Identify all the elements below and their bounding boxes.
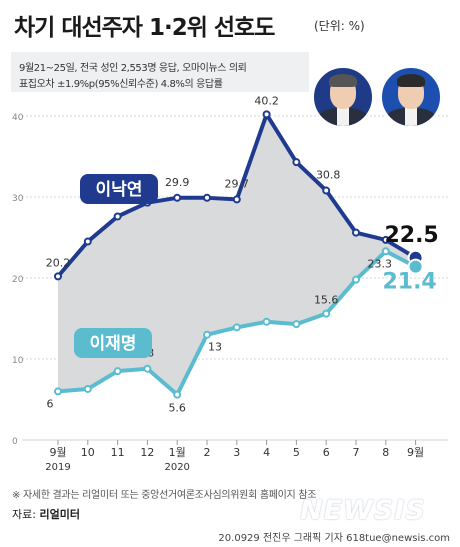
data-point	[262, 110, 271, 119]
data-label: 13	[208, 341, 222, 354]
data-point	[113, 367, 122, 376]
data-point	[113, 212, 122, 221]
x-tick-label: 2	[204, 446, 211, 459]
data-point	[407, 258, 424, 275]
x-tick-label: 3	[233, 446, 240, 459]
data-label: 29.7	[225, 177, 250, 190]
series-name-label: 이낙연	[96, 180, 143, 200]
credit-line: 20.0929 전진우 그래픽 기자 618tue@newsis.com	[218, 533, 450, 544]
y-tick-label: 0	[12, 437, 18, 447]
data-point	[381, 247, 390, 256]
x-tick-label: 10	[81, 446, 95, 459]
x-tick-label: 11	[111, 446, 125, 459]
data-point	[173, 193, 182, 202]
y-tick-label: 10	[12, 356, 24, 366]
footnote: ※ 자세한 결과는 리얼미터 또는 중앙선거여론조사심의위원회 홈페이지 참조	[12, 490, 317, 501]
data-label: 6	[47, 397, 54, 410]
data-label: 15.6	[314, 294, 339, 307]
x-tick-label: 5	[293, 446, 300, 459]
series-name-label: 이재명	[90, 334, 137, 354]
data-label: 23.3	[368, 257, 393, 270]
survey-note-line1: 9월21~25일, 전국 성인 2,553명 응답, 오마이뉴스 의뢰	[19, 63, 247, 74]
source-value: 리얼미터	[39, 508, 80, 521]
series-badge-2	[74, 328, 152, 358]
x-tick-label: 6	[323, 446, 330, 459]
chart-title: 차기 대선주자 1·2위 선호도	[14, 15, 275, 41]
data-point	[352, 228, 360, 237]
series-badge-1	[80, 174, 158, 204]
data-label: 20.2	[46, 256, 71, 269]
data-label: 21.4	[382, 270, 436, 295]
source-line: 자료: 리얼미터	[12, 506, 80, 522]
data-point	[232, 195, 241, 204]
y-tick-label: 30	[12, 194, 24, 204]
data-label: 29.9	[165, 176, 190, 189]
data-point	[54, 387, 62, 396]
data-point	[83, 384, 92, 393]
data-point	[232, 323, 241, 332]
data-point	[381, 235, 390, 244]
y-tick-label: 20	[12, 275, 24, 285]
data-label: 5.6	[168, 402, 186, 415]
data-point	[173, 390, 182, 399]
data-point	[292, 158, 301, 167]
data-point	[203, 193, 211, 202]
data-point	[203, 330, 211, 339]
survey-note-line2: 표집오차 ±1.9%p(95%신뢰수준) 4.8%의 응답률	[19, 79, 223, 90]
data-point	[143, 364, 152, 373]
x-tick-label: 9월	[49, 446, 66, 459]
data-point	[352, 275, 360, 284]
survey-note-box: 9월21~25일, 전국 성인 2,553명 응답, 오마이뉴스 의뢰 표집오차…	[11, 52, 309, 92]
source-label: 자료:	[12, 508, 36, 521]
data-point	[322, 309, 331, 318]
data-label: 30.8	[316, 169, 341, 182]
portrait-lee-nakyon-icon	[312, 66, 374, 128]
data-point	[83, 237, 92, 246]
x-tick-label: 2020	[164, 462, 189, 473]
data-point	[262, 317, 271, 326]
x-tick-label: 2019	[45, 462, 70, 473]
unit-label: (단위: %)	[314, 19, 365, 33]
data-point	[292, 320, 301, 329]
x-tick-label: 9월	[407, 446, 424, 459]
data-point	[322, 186, 331, 195]
x-tick-label: 4	[263, 446, 270, 459]
x-tick-label: 8	[382, 446, 389, 459]
portrait-lee-jaemyung-icon	[380, 66, 442, 128]
y-tick-label: 40	[12, 113, 24, 123]
data-label: 40.2	[254, 94, 279, 107]
data-point	[54, 272, 62, 281]
newsis-watermark: NEWSIS	[300, 495, 426, 526]
data-label: 22.5	[384, 223, 438, 248]
x-tick-label: 7	[353, 446, 360, 459]
x-tick-label: 12	[140, 446, 154, 459]
gap-area	[58, 114, 416, 395]
x-tick-label: 1월	[169, 446, 186, 459]
